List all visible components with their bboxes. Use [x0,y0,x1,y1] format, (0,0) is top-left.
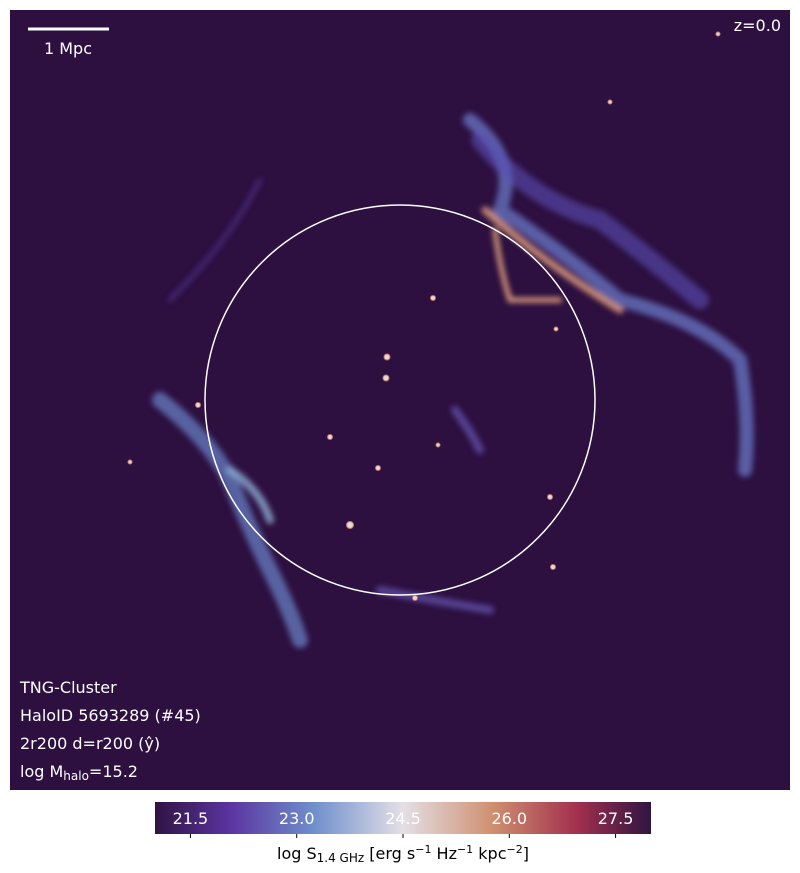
colorbar-label-part: −2 [507,843,523,856]
colorbar-label-part: −1 [415,843,431,856]
halo-label: HaloID 5693289 (#45) [20,706,201,725]
colorbar-label-part: [erg s [364,844,415,863]
colorbar-tick-label: 27.5 [598,809,634,828]
colorbar-label-part: Hz [431,844,457,863]
r200-circle [204,204,596,596]
redshift: z=0.0 [734,16,781,35]
colorbar-label-part: log S [277,844,317,863]
colorbar-tick-label: 21.5 [173,809,209,828]
mass-label: log Mhalo=15.2 [20,762,138,783]
sim-label: TNG-Cluster [19,678,117,697]
colorbar-tick-label: 26.0 [491,809,527,828]
projection-label: 2r200 d=r200 (ŷ) [20,734,160,753]
colorbar-label-part: kpc [473,844,506,863]
scale-label: 1 Mpc [44,39,92,58]
colorbar-label-part: 1.4 GHz [317,851,365,865]
colorbar-label-part: ] [523,844,529,863]
emission [152,113,754,648]
compact-sources [127,31,721,601]
colorbar-tick-label: 23.0 [279,809,315,828]
colorbar [155,802,651,834]
colorbar-label-part: −1 [457,843,473,856]
colorbar-label: log S1.4 GHz [erg s−1 Hz−1 kpc−2] [277,843,529,865]
colorbar-tick-label: 24.5 [385,809,421,828]
map-background [10,10,790,790]
